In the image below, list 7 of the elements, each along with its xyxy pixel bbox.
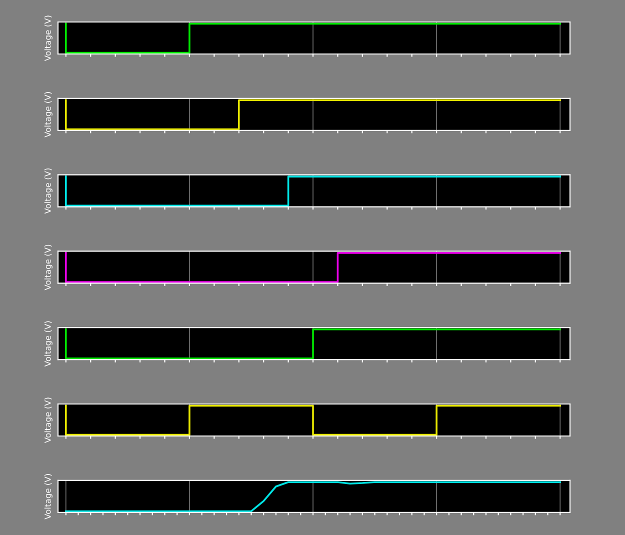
y-axis-title: Voltage (V) xyxy=(44,168,52,214)
y-axis-title: Voltage (V) xyxy=(44,92,52,138)
y-axis-title: Voltage (V) xyxy=(44,398,52,443)
y-axis-title: Voltage (V) xyxy=(44,244,52,290)
y-axis-title: Voltage (V) xyxy=(44,321,52,367)
y-axis-title: Voltage (V) xyxy=(44,16,52,61)
y-axis-title: Voltage (V) xyxy=(44,474,52,520)
